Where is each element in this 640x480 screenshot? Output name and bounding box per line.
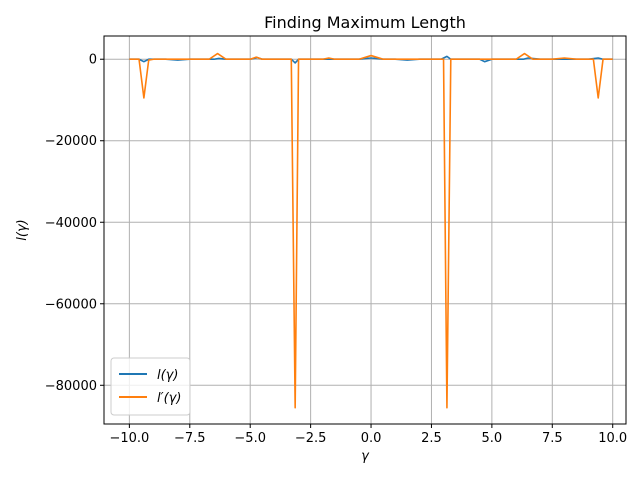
- legend: l(γ) l′(γ): [110, 357, 191, 416]
- series-line-2: [129, 52, 613, 409]
- y-tick-label: −40000: [45, 216, 97, 231]
- legend-label-series-1: l(γ): [157, 368, 178, 383]
- x-tick-label: 5.0: [482, 431, 503, 446]
- ticks: −10.0 −7.5 −5.0 −2.5 0.0 2.5 5.0 7.5 10.0 0 −20000…: [45, 53, 627, 446]
- x-tick-label: 2.5: [421, 431, 442, 446]
- y-tick-label: −60000: [45, 297, 97, 312]
- x-tick-label: −5.0: [234, 431, 266, 446]
- x-tick-label: 7.5: [542, 431, 563, 446]
- y-tick-label: −80000: [45, 379, 97, 394]
- x-tick-label: −7.5: [174, 431, 206, 446]
- series-layer: [129, 52, 613, 409]
- chart-title: Finding Maximum Length: [264, 13, 466, 32]
- x-tick-label: 10.0: [598, 431, 627, 446]
- y-axis-label: l(γ): [15, 219, 30, 240]
- x-tick-label: −10.0: [109, 431, 149, 446]
- x-axis-label: γ: [361, 449, 370, 464]
- y-tick-label: −20000: [45, 134, 97, 149]
- y-tick-label: 0: [89, 53, 97, 68]
- plot-frame: [103, 35, 627, 425]
- x-tick-label: −2.5: [295, 431, 327, 446]
- x-tick-label: 0.0: [361, 431, 382, 446]
- legend-box: [110, 357, 191, 416]
- grid: [104, 36, 626, 424]
- legend-label-series-2: l′(γ): [157, 391, 181, 406]
